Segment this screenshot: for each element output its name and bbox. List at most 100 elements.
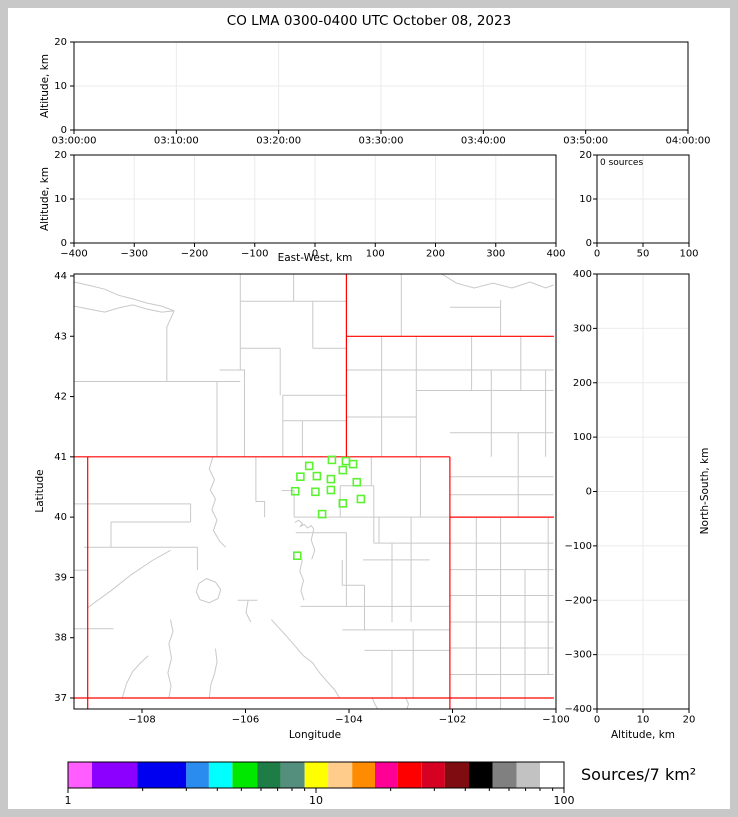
colorbar-segment (469, 762, 493, 788)
lma-station-marker (290, 486, 300, 496)
tick-label: 300 (573, 323, 592, 334)
tick-label: −400 (565, 704, 592, 715)
map-xlabel: Longitude (288, 729, 342, 741)
colorbar-segment (421, 762, 445, 788)
map-content (74, 274, 554, 709)
county-line (121, 655, 149, 699)
county-line (294, 519, 315, 530)
tick-label: 20 (54, 37, 67, 48)
county-line (441, 274, 554, 289)
colorbar-segment (137, 762, 187, 788)
colorbar-segment (516, 762, 540, 788)
tick-label: 39 (54, 572, 67, 583)
county-line (405, 697, 410, 709)
tick-label: 37 (54, 693, 67, 704)
source-count-panel (596, 154, 690, 244)
tick-label: 10 (579, 194, 592, 205)
county-line (166, 310, 175, 382)
colorbar-segment (444, 762, 469, 788)
tick-label: −100 (542, 714, 569, 725)
lma-station-marker (304, 461, 314, 471)
colorbar-segment (186, 762, 209, 788)
lma-station-marker (326, 474, 336, 484)
source-count-annotation: 0 sources (600, 158, 644, 168)
tick-label: 03:00:00 (52, 135, 97, 146)
ew-panel-xlabel: East-West, km (277, 252, 353, 264)
map-panel (73, 273, 557, 710)
tick-label: 40 (54, 512, 67, 523)
county-line (219, 369, 245, 457)
colorbar-segment (280, 762, 305, 788)
time-height-panel (73, 41, 689, 131)
colorbar-segment (375, 762, 398, 788)
tick-label: 0 (586, 238, 592, 249)
tick-label: 20 (683, 714, 696, 725)
tick-label: 41 (54, 452, 67, 463)
lma-station-marker (292, 551, 302, 561)
tick-label: 03:40:00 (461, 135, 506, 146)
colorbar-segment (304, 762, 329, 788)
county-line (208, 456, 227, 548)
tick-label: 03:30:00 (359, 135, 404, 146)
time-panel-ylabel: Altitude, km (39, 53, 51, 119)
lma-station-marker (352, 477, 362, 487)
tick-label: 20 (54, 150, 67, 161)
tick-label: 0 (594, 248, 600, 259)
county-line (255, 501, 266, 518)
county-line (245, 600, 252, 623)
colorbar-segment (232, 762, 258, 788)
figure-title: CO LMA 0300-0400 UTC October 08, 2023 (226, 13, 512, 29)
tick-label: 0 (61, 125, 67, 136)
tick-label: 44 (54, 271, 67, 282)
county-line (74, 281, 175, 312)
lma-station-marker (327, 455, 337, 465)
county-line (167, 619, 174, 699)
colorbar-segment (397, 762, 422, 788)
tick-label: 50 (637, 248, 650, 259)
colorbar-label: Sources/7 km² (581, 765, 697, 784)
north-south-panel (596, 273, 690, 710)
tick-label: 10 (637, 714, 650, 725)
county-line (299, 559, 305, 601)
tick-label: 43 (54, 331, 67, 342)
colorbar-segment (68, 762, 92, 788)
tick-label: 38 (54, 633, 67, 644)
ew-height-panel (73, 154, 557, 244)
county-line (208, 648, 218, 699)
ew-panel-ylabel: Altitude, km (39, 166, 51, 232)
lma-station-marker (338, 498, 348, 508)
ns-panel-xlabel: Altitude, km (610, 729, 675, 741)
colorbar-segment (92, 762, 138, 788)
tick-label: 0 (61, 238, 67, 249)
colorbar-border (67, 761, 565, 789)
tick-label: −106 (232, 714, 259, 725)
lma-station-marker (326, 485, 336, 495)
colorbar-segment (352, 762, 375, 788)
lma-station-marker (311, 487, 320, 497)
county-line (195, 578, 222, 604)
county-line (87, 549, 171, 609)
tick-label: 0 (586, 487, 592, 498)
lma-station-marker (356, 494, 366, 504)
tick-label: 04:00:00 (666, 135, 711, 146)
tick-label: 100 (366, 248, 385, 259)
tick-label: −200 (565, 595, 592, 606)
county-line (271, 619, 341, 699)
county-line (371, 697, 378, 709)
tick-label: 100 (573, 432, 592, 443)
tick-label: 100 (679, 248, 698, 259)
tick-label: 42 (54, 392, 67, 403)
ns-panel-right-label: North-South, km (699, 447, 711, 535)
tick-label: −102 (439, 714, 466, 725)
colorbar-tick-label: 10 (309, 794, 323, 807)
tick-label: 300 (486, 248, 505, 259)
colorbar-segment (492, 762, 517, 788)
lma-station-marker (296, 472, 305, 482)
tick-label: 10 (54, 194, 67, 205)
lma-station-marker (338, 465, 348, 475)
tick-label: −300 (121, 248, 148, 259)
county-line (310, 529, 316, 560)
tick-label: 0 (312, 248, 318, 259)
